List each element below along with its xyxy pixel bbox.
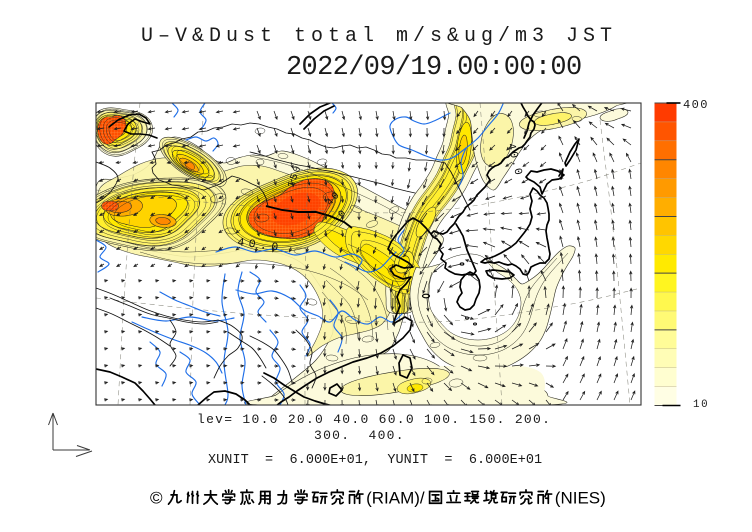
svg-text:©: © [150, 489, 163, 508]
svg-text:40.0: 40.0 [236, 236, 283, 255]
svg-text:(RIAM)/: (RIAM)/ [366, 489, 425, 508]
svg-text:(NIES): (NIES) [555, 489, 606, 508]
